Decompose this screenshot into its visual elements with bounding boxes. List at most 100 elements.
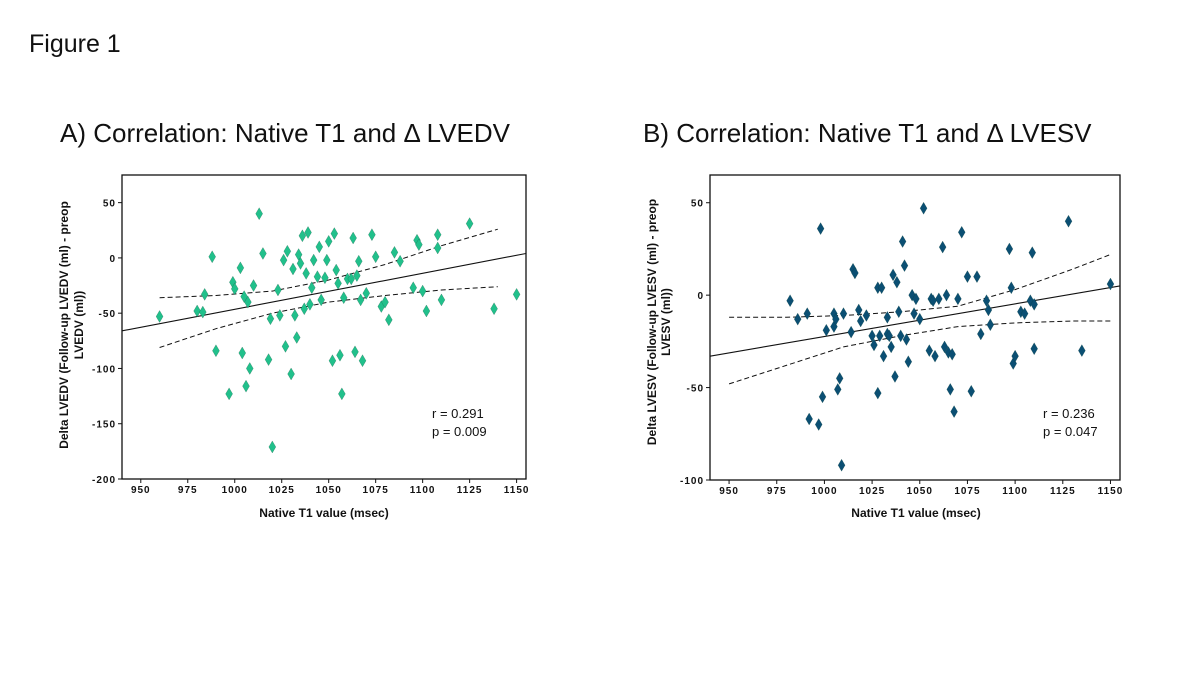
y-tick-label: 0: [109, 254, 116, 265]
ci-lower-line: [159, 286, 498, 348]
data-point: [362, 286, 371, 300]
data-point: [396, 254, 404, 268]
data-point: [274, 283, 282, 297]
data-point: [334, 276, 342, 290]
data-point: [304, 226, 312, 239]
data-point: [155, 310, 164, 323]
x-tick-label: 1100: [410, 485, 436, 496]
data-point: [302, 266, 310, 280]
data-point: [465, 217, 474, 231]
data-point: [338, 387, 346, 401]
data-point: [259, 247, 267, 260]
data-point: [347, 272, 355, 286]
data-point: [255, 207, 263, 221]
data-point: [409, 281, 417, 295]
data-point: [317, 293, 325, 307]
data-point: [418, 284, 427, 298]
x-tick-label: 950: [131, 485, 151, 496]
data-point: [368, 228, 376, 242]
data-point: [268, 440, 277, 454]
data-point: [212, 344, 220, 358]
data-point: [246, 362, 254, 375]
y-axis-label: Delta LVEDV (Follow-up LVEDV (ml) - preo…: [57, 201, 71, 449]
data-point: [293, 331, 301, 344]
chart-b-title: B) Correlation: Native T1 and Δ LVESV: [643, 118, 1092, 148]
y-tick-label: -100: [92, 364, 116, 375]
data-point: [199, 305, 207, 319]
x-tick-label: 1000: [222, 485, 248, 496]
data-point: [298, 229, 307, 243]
data-point: [306, 297, 314, 311]
data-point: [356, 293, 365, 307]
data-point: [371, 250, 380, 264]
data-point: [300, 302, 309, 316]
data-point: [279, 253, 288, 267]
data-point: [358, 354, 367, 368]
data-point: [336, 348, 344, 362]
regression-line: [122, 252, 526, 332]
data-point: [208, 250, 216, 264]
y-tick-label: 50: [103, 199, 116, 210]
data-point: [291, 308, 299, 322]
x-tick-label: 1125: [457, 485, 483, 496]
ci-upper-line: [159, 228, 498, 299]
data-point: [385, 313, 393, 327]
data-point: [422, 304, 431, 318]
x-tick-label: 1025: [269, 485, 295, 496]
y-tick-label: -150: [92, 420, 116, 431]
stat-p: p = 0.009: [432, 424, 487, 439]
y-tick-label: -200: [92, 475, 116, 486]
data-point: [242, 379, 250, 393]
data-point: [355, 254, 363, 268]
data-point: [349, 231, 357, 245]
data-point: [193, 304, 201, 318]
data-point: [287, 367, 295, 381]
data-point: [415, 238, 423, 252]
data-point: [296, 257, 305, 270]
data-point: [323, 253, 331, 267]
data-point: [289, 262, 297, 276]
data-point: [225, 387, 233, 401]
data-point: [351, 345, 359, 359]
data-point: [381, 295, 389, 309]
data-point: [490, 302, 498, 316]
data-point: [309, 253, 318, 267]
x-axis-label: Native T1 value (msec): [259, 506, 388, 520]
data-point: [339, 291, 348, 305]
data-point: [266, 312, 275, 326]
data-point: [390, 245, 399, 259]
data-point: [315, 240, 324, 254]
data-point: [321, 271, 329, 285]
data-point: [281, 339, 290, 353]
data-point: [433, 228, 442, 242]
plot-area: [122, 207, 526, 454]
data-point: [308, 281, 316, 295]
data-point: [244, 295, 252, 309]
data-point: [433, 241, 442, 255]
data-point: [238, 346, 246, 360]
data-point: [283, 244, 292, 258]
y-tick-label: -50: [99, 309, 116, 320]
data-point: [328, 354, 337, 368]
data-point: [330, 227, 339, 240]
data-point: [200, 287, 209, 301]
data-point: [231, 282, 239, 296]
data-point: [332, 263, 340, 277]
data-point: [249, 279, 258, 292]
plot-frame: [121, 174, 527, 480]
data-point: [240, 290, 248, 303]
chart-a-title: A) Correlation: Native T1 and Δ LVEDV: [60, 118, 510, 148]
x-tick-label: 1050: [316, 485, 342, 496]
stat-r: r = 0.291: [432, 406, 484, 421]
x-tick-label: 1150: [504, 485, 530, 496]
figure-title: Figure 1: [29, 30, 121, 58]
data-point: [324, 234, 333, 248]
x-tick-label: 1075: [363, 485, 389, 496]
data-point: [437, 293, 446, 307]
data-point: [264, 353, 273, 367]
data-point: [313, 270, 322, 284]
data-point: [353, 269, 361, 282]
data-point: [236, 261, 245, 275]
data-point: [512, 287, 521, 301]
